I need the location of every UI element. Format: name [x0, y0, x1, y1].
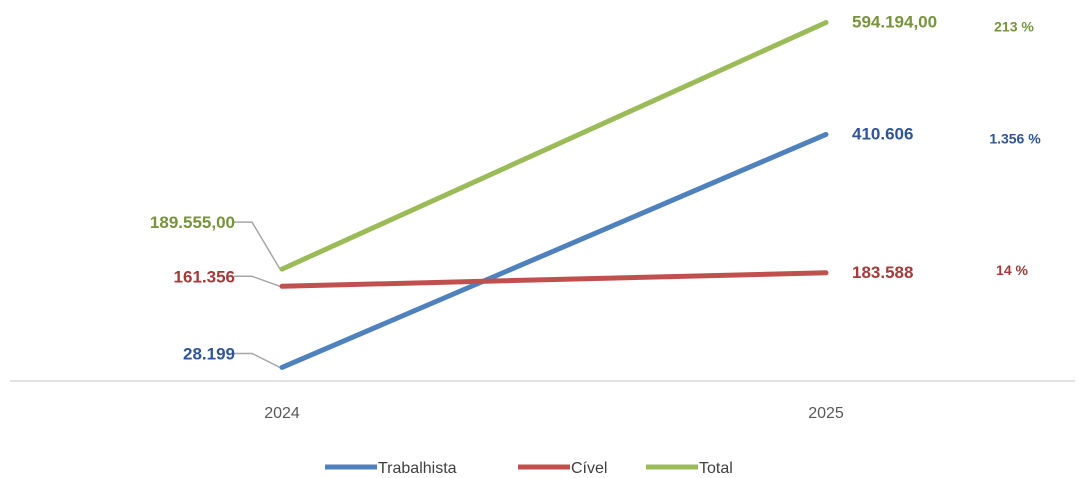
legend-label-trabalhista: Trabalhista: [378, 460, 457, 477]
change-label-civel: 14 %: [996, 262, 1028, 278]
change-label-total: 213 %: [994, 19, 1034, 35]
legend: Trabalhista Cível Total: [325, 460, 733, 477]
data-labels: 28.199 410.606 1.356 % 161.356 183.588 14 % 18…: [150, 13, 1041, 364]
x-axis-ticks: 2024 2025: [264, 405, 844, 422]
series-line-total: [279, 20, 829, 272]
data-label-trabalhista-2024: 28.199: [183, 344, 235, 363]
leader-line-total: [234, 221, 281, 270]
data-label-trabalhista-2025: 410.606: [852, 124, 913, 143]
data-label-total-2025: 594.194,00: [852, 13, 937, 32]
series-line-trabalhista: [279, 131, 829, 370]
series-lines: [279, 20, 829, 370]
legend-label-civel: Cível: [571, 460, 607, 477]
x-tick-2024: 2024: [264, 405, 300, 422]
data-label-civel-2024: 161.356: [174, 267, 235, 286]
data-label-civel-2025: 183.588: [852, 263, 913, 282]
leader-line-trabalhista: [234, 352, 281, 369]
leader-lines: [234, 221, 281, 369]
legend-label-total: Total: [699, 460, 733, 477]
leader-line-civel: [234, 275, 281, 288]
change-label-trabalhista: 1.356 %: [989, 130, 1041, 146]
series-line-civel: [279, 270, 829, 289]
data-label-total-2024: 189.555,00: [150, 213, 235, 232]
x-tick-2025: 2025: [808, 405, 844, 422]
